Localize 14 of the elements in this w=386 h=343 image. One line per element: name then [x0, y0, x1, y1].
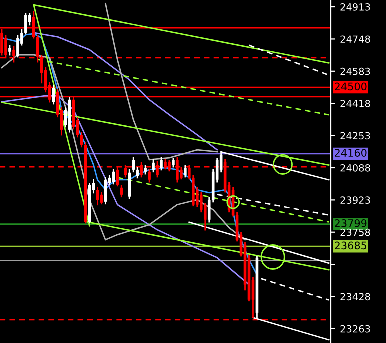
y-tick-label: 23428 — [340, 293, 370, 301]
ref-line-label: 23799 — [335, 220, 367, 228]
y-tick-label: 24583 — [340, 68, 370, 76]
y-tick-label: 24418 — [340, 100, 370, 108]
ref-line-label: 24160 — [335, 149, 367, 157]
ref-line-label: 24500 — [335, 82, 367, 91]
y-tick-label: 24253 — [340, 132, 370, 140]
y-tick-label: 24088 — [340, 164, 370, 172]
ref-line-label: 23685 — [335, 242, 367, 250]
y-tick-label: 23758 — [340, 228, 370, 236]
y-tick-label: 23263 — [340, 325, 370, 333]
y-tick-label: 24913 — [340, 4, 370, 11]
y-tick-label: 23923 — [340, 196, 370, 204]
y-tick-label: 24748 — [340, 36, 370, 44]
